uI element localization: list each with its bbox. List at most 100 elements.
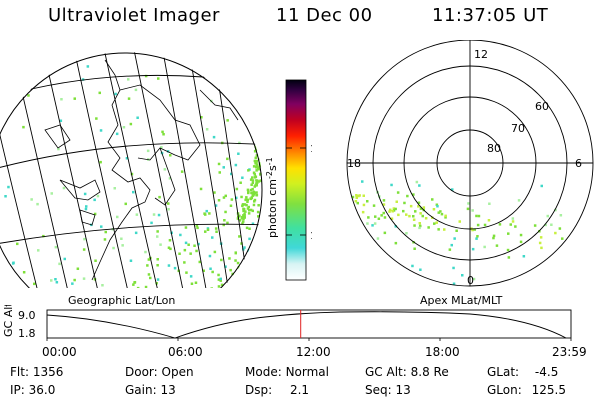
globe-emission-pixel [155,282,158,285]
polar-emission-pixel [591,244,593,247]
globe-emission-pixel [224,210,227,214]
polar-emission-pixel [342,274,345,277]
status-door: Door: Open [125,365,194,379]
polar-emission-pixel [419,212,422,215]
polar-emission-pixel [347,205,348,209]
polar-emission-pixel [487,219,491,222]
polar-emission-pixel [495,244,499,247]
globe-emission-pixel [249,188,253,192]
globe-emission-pixel [205,128,209,131]
polar-emission-pixel [411,264,414,268]
globe-emission-pixel [252,134,255,137]
globe-emission-pixel [122,126,126,129]
polar-emission-pixel [418,226,421,230]
globe-emission-pixel [168,177,172,180]
globe-emission-pixel [250,191,253,195]
globe-emission-pixel [214,227,218,230]
globe-emission-pixel [121,244,124,247]
globe-emission-pixel [187,243,190,246]
polar-emission-pixel [432,208,436,211]
globe-emission-pixel [219,277,222,281]
globe-emission-pixel [243,203,247,206]
polar-emission-pixel [436,205,439,208]
polar-emission-pixel [424,217,428,220]
globe-emission-pixel [149,276,152,280]
svg-text:photon cm-2s-1: photon cm-2s-1 [265,157,279,238]
globe-emission-pixel [254,124,258,127]
polar-emission-pixel [544,223,547,227]
globe-emission-pixel [246,188,250,192]
globe-emission-pixel [250,106,253,109]
orbit-ytick-bottom: 1.8 [18,327,36,340]
globe-emission-pixel [73,278,76,282]
orbit-time-tick-1200: 12:00 [296,345,331,359]
globe-emission-pixel [189,252,192,255]
globe-emission-pixel [159,243,162,246]
globe-emission-pixel [211,270,214,274]
polar-emission-pixel [366,222,369,225]
globe-emission-pixel [162,133,165,136]
globe-emission-pixel [27,94,30,97]
polar-emission-pixel [394,225,397,228]
polar-emission-pixel [347,210,349,213]
polar-emission-pixel [340,196,343,199]
globe-emission-pixel [93,212,97,216]
polar-emission-pixel [554,208,557,212]
globe-emission-pixel [95,117,98,120]
polar-emission-pixel [427,226,430,229]
globe-emission-pixel [96,194,100,198]
globe-emission-pixel [247,191,250,195]
globe-emission-pixel [82,248,86,251]
globe-emission-pixel [255,166,258,169]
globe-emission-pixel [241,222,244,225]
globe-emission-pixel [152,213,156,216]
polar-emission-pixel [343,196,346,199]
globe-emission-pixel [82,277,86,280]
globe-emission-pixel [136,286,140,288]
orbit-ytick-top: 9.0 [18,309,36,322]
svg-text:GC Alt: GC Alt [2,305,15,337]
globe-emission-pixel [193,244,196,247]
status-glat: GLat: -4.5 [487,365,559,379]
status-ip: IP: 36.0 [10,383,56,397]
polar-emission-pixel [538,241,542,245]
colorbar-gradient [285,79,307,281]
globe-emission-pixel [237,152,240,155]
globe-emission-pixel [50,279,53,282]
globe-emission-pixel [132,283,135,286]
polar-emission-pixel [435,203,439,206]
globe-emission-pixel [256,210,260,214]
polar-emission-pixel [550,223,553,226]
colorbar-tick-10: 10 [310,231,312,242]
polar-emission-pixel [389,208,392,212]
globe-emission-pixel [211,236,214,239]
polar-emission-pixel [580,238,583,242]
polar-emission-pixel [433,222,436,225]
globe-emission-pixel [256,109,260,113]
polar-emission-pixel [539,236,543,239]
polar-emission-pixel [354,200,358,203]
status-mode: Mode: Normal [245,365,329,379]
globe-emission-pixel [156,258,159,261]
polar-emission-pixel [412,193,415,196]
globe-emission-pixel [215,230,218,233]
globe-emission-pixel [258,115,261,118]
polar-emission-pixel [414,210,417,213]
globe-emission-pixel [253,104,256,108]
polar-emission-pixel [473,228,476,231]
globe-emission-pixel [254,156,257,160]
globe-emission-pixel [120,237,123,240]
globe-emission-pixel [7,185,10,189]
globe-emission-pixel [217,162,221,166]
polar-emission-pixel [519,240,523,244]
polar-emission-pixel [406,194,409,198]
globe-emission-pixel [246,207,250,210]
lat-label-70: 70 [511,122,525,135]
globe-emission-pixel [240,217,244,220]
globe-emission-pixel [255,154,259,157]
globe-emission-pixel [257,134,260,137]
orbit-time-tick-1800: 18:00 [425,345,460,359]
polar-emission-pixel [408,214,411,218]
globe-emission-pixel [103,238,107,241]
globe-emission-pixel [200,116,203,119]
